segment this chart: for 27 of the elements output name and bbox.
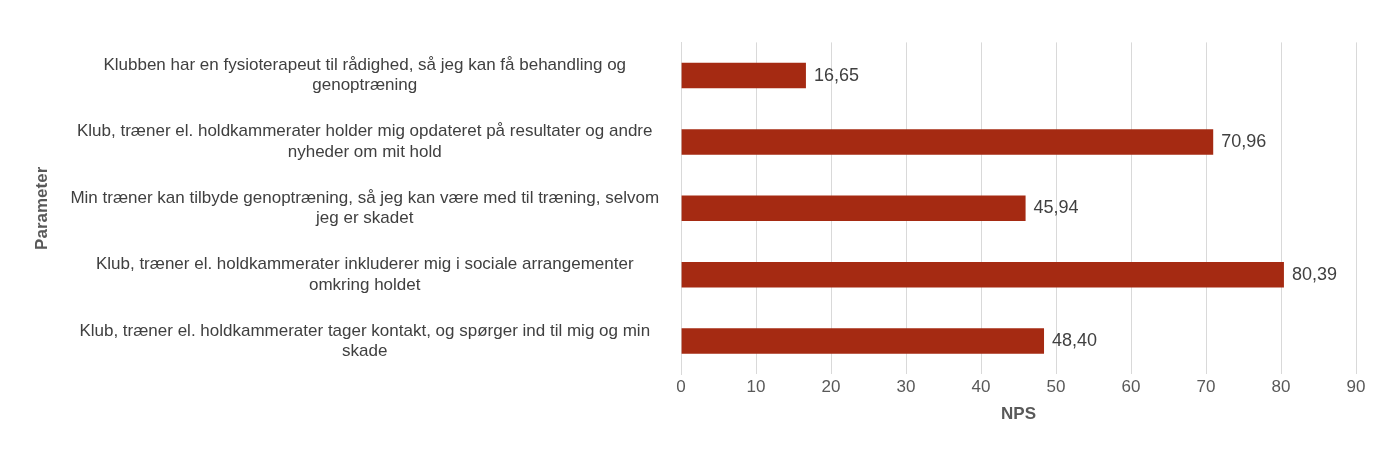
x-tick-label: 40 (971, 377, 991, 397)
x-axis-title: NPS (1001, 404, 1037, 424)
x-tick-label: 50 (1046, 377, 1066, 397)
x-tick-label: 90 (1346, 377, 1366, 397)
bar (681, 129, 1214, 155)
x-tick-label: 30 (896, 377, 916, 397)
y-tick-label: Klub, træner el. holdkammerater inkluderer mig i sociale arrangementer omkring holdet (95, 254, 634, 294)
data-label: 16,65 (813, 64, 859, 85)
x-tick-label: 60 (1121, 377, 1141, 397)
x-tick-label: 20 (821, 377, 841, 397)
data-label: 48,40 (1052, 329, 1098, 350)
x-tick-label: 70 (1196, 377, 1216, 397)
bar (681, 328, 1045, 354)
bar (681, 62, 806, 89)
x-tick-label: 10 (746, 377, 766, 397)
x-tick-label: 80 (1271, 377, 1291, 397)
data-label: 45,94 (1033, 197, 1079, 218)
y-tick-label: Min træner kan tilbyde genoptræning, så jeg kan være med til træning, selvom jeg er skadet (70, 187, 660, 228)
y-tick-label: Klub, træner el. holdkammerater tager kontakt, og spørger ind til mig og min skade (79, 320, 651, 360)
y-tick-label: Klub, træner el. holdkammerater holder mig opdateret på resultater og andre nyheder om mit hold (76, 121, 653, 161)
data-label: 80,39 (1291, 263, 1337, 284)
x-tick-label: 0 (676, 377, 686, 397)
bar (681, 195, 1026, 222)
data-label: 70,96 (1221, 130, 1267, 151)
y-axis-title: Parameter (31, 166, 51, 250)
bar (681, 261, 1284, 288)
y-tick-label: Klubben har en fysioterapeut til rådighed, så jeg kan få behandling og genoptræning (103, 55, 627, 95)
